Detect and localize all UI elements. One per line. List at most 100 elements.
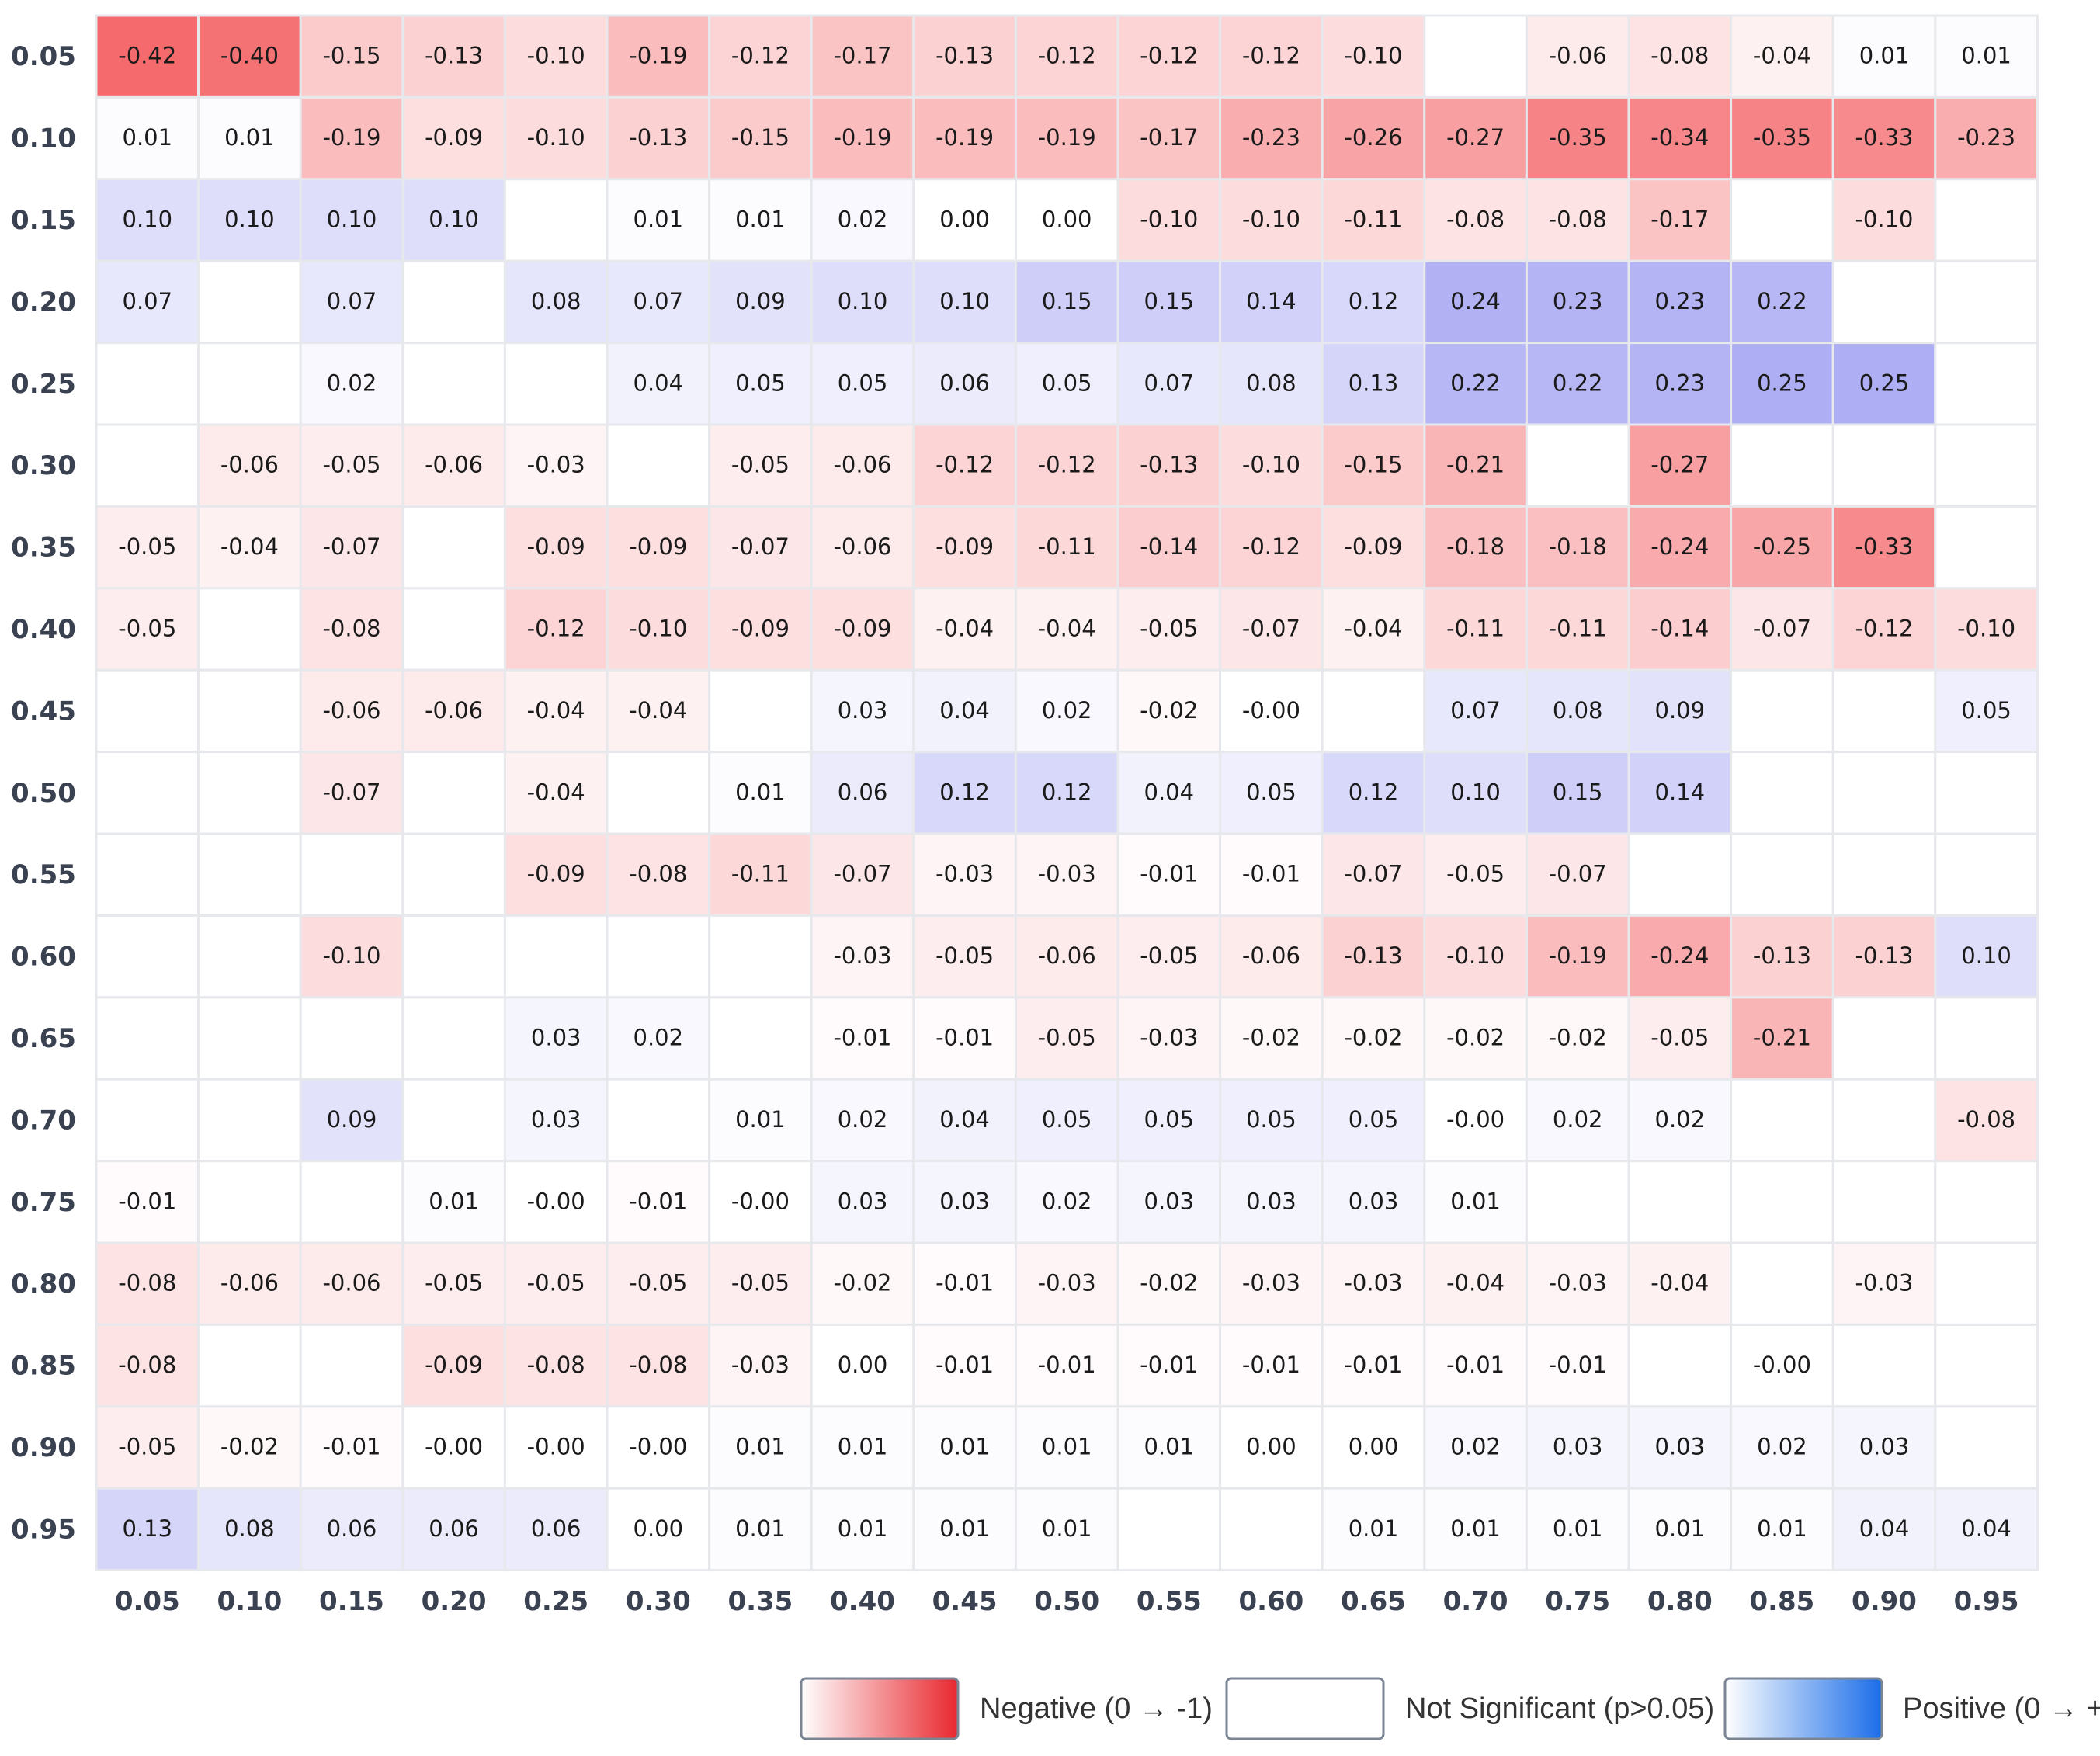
heatmap-cell — [1831, 259, 1937, 345]
heatmap-cell — [1014, 1160, 1119, 1244]
cell-value-label: -0.04 — [935, 616, 994, 642]
cell-value-label: -0.15 — [731, 124, 790, 151]
x-axis-ticks: 0.05 0.10 0.15 0.20 0.25 0.30 0.35 0.40 0.45 0.50… — [115, 1586, 2019, 1617]
y-tick-label: 0.15 — [11, 205, 76, 236]
legend: Negative (0 → -1) Not Significant (p>0.05… — [800, 1677, 2100, 1740]
heatmap-cell — [95, 832, 200, 917]
cell-value-label: -0.17 — [1140, 124, 1198, 151]
cell-value-label: 0.25 — [1859, 370, 1910, 396]
cell-value-label: -0.19 — [1038, 124, 1096, 151]
heatmap-cell — [606, 1241, 711, 1326]
heatmap-cell — [95, 14, 200, 99]
cell-value-label: -0.06 — [322, 1270, 380, 1296]
heatmap-cell — [1219, 1487, 1324, 1572]
heatmap-cell — [1014, 259, 1119, 345]
heatmap-cell — [1831, 751, 1937, 835]
heatmap-cell — [1116, 751, 1222, 835]
heatmap-cell — [810, 342, 915, 426]
y-tick-label: 0.05 — [11, 41, 76, 72]
heatmap-cell — [299, 95, 404, 181]
heatmap-cell — [1116, 1160, 1222, 1244]
heatmap-cell — [1116, 95, 1222, 181]
heatmap-cell — [1730, 914, 1834, 999]
heatmap-cell — [1525, 996, 1630, 1081]
heatmap-cell — [503, 1487, 609, 1572]
heatmap-cell — [299, 423, 404, 508]
heatmap-cell — [197, 259, 302, 345]
cell-value-label: -0.12 — [1140, 43, 1198, 69]
heatmap-cell — [912, 423, 1017, 508]
cell-value-label: -0.01 — [1140, 861, 1198, 887]
heatmap-cell — [197, 1241, 302, 1326]
heatmap-cell — [708, 751, 813, 835]
heatmap-cell — [810, 668, 915, 754]
cell-value-label: 0.07 — [633, 288, 684, 314]
heatmap-cell — [95, 505, 200, 590]
cell-value-label: 0.10 — [1450, 779, 1501, 805]
y-tick-label: 0.85 — [11, 1351, 76, 1382]
heatmap-cell — [401, 342, 506, 426]
cell-value-label: -0.19 — [1549, 942, 1607, 969]
heatmap-cell — [1934, 178, 2039, 262]
heatmap-cell — [503, 587, 609, 672]
heatmap-cell — [1321, 751, 1426, 835]
cell-value-label: -0.09 — [731, 616, 790, 642]
cell-value-label: -0.03 — [1038, 1270, 1096, 1296]
heatmap-cell — [912, 1160, 1017, 1244]
cell-value-label: 0.00 — [939, 206, 990, 233]
heatmap-cell — [1831, 505, 1937, 590]
heatmap-cell — [503, 342, 609, 426]
heatmap-cell — [1730, 1323, 1834, 1408]
cell-value-label: 0.07 — [1450, 697, 1501, 724]
cell-value-label: -0.04 — [1650, 1270, 1709, 1296]
cell-value-label: -0.00 — [527, 1434, 585, 1460]
cell-value-label: 0.01 — [1553, 1515, 1603, 1542]
cell-value-label: 0.09 — [1655, 697, 1706, 724]
cell-value-label: 0.12 — [1042, 779, 1092, 805]
heatmap-cell — [197, 914, 302, 999]
y-tick-label: 0.45 — [11, 696, 76, 727]
heatmap-cell — [299, 914, 404, 999]
heatmap-cell — [1730, 1405, 1834, 1490]
cell-value-label: 0.05 — [1349, 1106, 1399, 1133]
cell-value-label: -0.13 — [1344, 942, 1402, 969]
heatmap-cell — [1934, 1160, 2039, 1244]
cell-value-label: 0.01 — [224, 124, 275, 151]
cell-value-label: -0.08 — [1549, 206, 1607, 233]
heatmap-cell — [299, 996, 404, 1081]
cell-value-label: 0.01 — [939, 1515, 990, 1542]
cell-value-label: -0.00 — [1446, 1106, 1505, 1133]
heatmap-cell — [503, 1323, 609, 1408]
cell-value-label: -0.05 — [629, 1270, 687, 1296]
heatmap-cell — [1730, 423, 1834, 508]
heatmap-cell — [95, 668, 200, 754]
heatmap-cell — [1525, 1160, 1630, 1244]
cell-value-label: -0.01 — [935, 1270, 994, 1296]
heatmap-cell — [1423, 1405, 1528, 1490]
heatmap-cell — [1934, 996, 2039, 1081]
cell-value-label: 0.14 — [1655, 779, 1706, 805]
heatmap-cell — [1014, 751, 1119, 835]
cell-value-label: 0.01 — [1961, 43, 2011, 69]
cell-value-label: 0.06 — [939, 370, 990, 396]
heatmap-cell — [1525, 423, 1630, 508]
cell-value-label: -0.03 — [1140, 1025, 1198, 1051]
cell-value-label: 0.01 — [939, 1434, 990, 1460]
heatmap-cell — [299, 1160, 404, 1244]
heatmap-cell — [810, 587, 915, 672]
heatmap-cell — [197, 95, 302, 181]
cell-value-label: 0.04 — [633, 370, 684, 396]
heatmap-cell — [1116, 1487, 1222, 1572]
cell-value-label: 0.01 — [1144, 1434, 1195, 1460]
heatmap-cell — [708, 1323, 813, 1408]
cell-value-label: -0.25 — [1753, 533, 1811, 560]
y-tick-label: 0.90 — [11, 1432, 76, 1463]
heatmap-cell — [401, 1241, 506, 1326]
cell-value-label: -0.42 — [118, 43, 176, 69]
heatmap-cell — [1321, 1405, 1426, 1490]
cell-value-label: -0.04 — [1753, 43, 1811, 69]
cell-value-label: -0.27 — [1650, 452, 1709, 478]
cell-value-label: 0.03 — [1553, 1434, 1603, 1460]
heatmap-cell — [1627, 996, 1733, 1081]
cell-value-label: -0.01 — [629, 1188, 687, 1214]
